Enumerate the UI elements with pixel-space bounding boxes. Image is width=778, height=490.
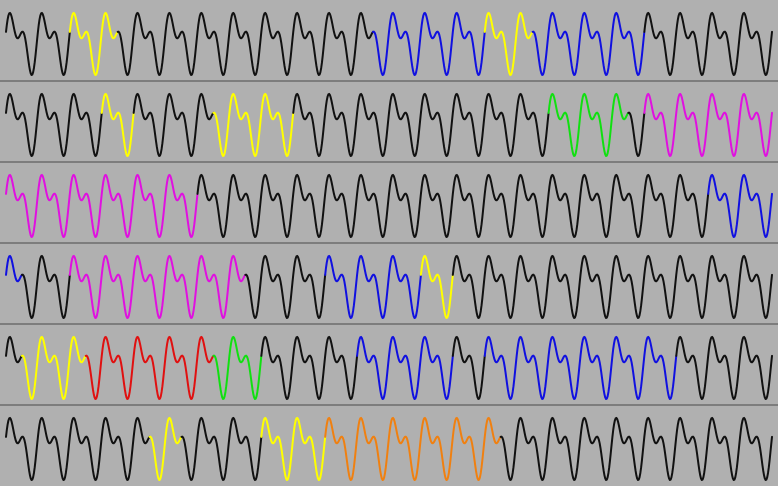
row-dividers bbox=[0, 80, 778, 406]
row-2-segment-4 bbox=[212, 92, 295, 157]
row-2-segment-6 bbox=[547, 92, 630, 157]
row-4-segment-3 bbox=[68, 254, 247, 319]
row-6-segment-3 bbox=[180, 416, 263, 481]
row-2-segment-7 bbox=[627, 111, 646, 157]
row-5-segment-2 bbox=[20, 335, 87, 400]
row-1-segment-3 bbox=[116, 11, 375, 76]
row-4-segment-4 bbox=[244, 254, 327, 319]
row-6-segment-6 bbox=[499, 416, 773, 481]
row-5-segment-5 bbox=[260, 335, 359, 400]
row-5-segment-9 bbox=[675, 335, 773, 400]
row-6-segment-4 bbox=[260, 416, 327, 481]
row-3-segment-1 bbox=[5, 173, 199, 238]
row-2-segment-2 bbox=[100, 92, 135, 157]
row-2-segment-3 bbox=[132, 92, 215, 157]
row-6-segment-5 bbox=[324, 416, 502, 481]
row-4-segment-7 bbox=[451, 254, 773, 319]
row-4-segment-6 bbox=[419, 254, 454, 319]
row-1-segment-4 bbox=[372, 11, 486, 76]
row-2-segment-1 bbox=[5, 92, 103, 157]
row-2-segment-8 bbox=[643, 92, 773, 157]
row-1-segment-5 bbox=[483, 11, 534, 76]
row-5-segment-3 bbox=[84, 335, 215, 400]
row-1-segment-2 bbox=[68, 11, 119, 76]
row-5-segment-8 bbox=[483, 335, 678, 400]
row-6-segment-2 bbox=[148, 416, 183, 481]
row-5-segment-4 bbox=[212, 335, 263, 400]
row-1-segment-6 bbox=[531, 11, 646, 76]
wave-segments bbox=[5, 11, 773, 481]
row-1-segment-1 bbox=[5, 11, 71, 76]
row-6-segment-1 bbox=[5, 416, 151, 481]
row-3-segment-2 bbox=[196, 173, 710, 238]
row-5-segment-7 bbox=[451, 335, 486, 400]
row-5-segment-1 bbox=[5, 335, 23, 364]
row-4-segment-1 bbox=[5, 254, 23, 283]
row-1-segment-7 bbox=[643, 11, 773, 76]
row-5-segment-6 bbox=[356, 335, 454, 400]
row-3-segment-3 bbox=[707, 173, 773, 238]
row-4-segment-2 bbox=[20, 254, 71, 319]
row-2-segment-5 bbox=[292, 92, 550, 157]
row-4-segment-5 bbox=[324, 254, 422, 319]
